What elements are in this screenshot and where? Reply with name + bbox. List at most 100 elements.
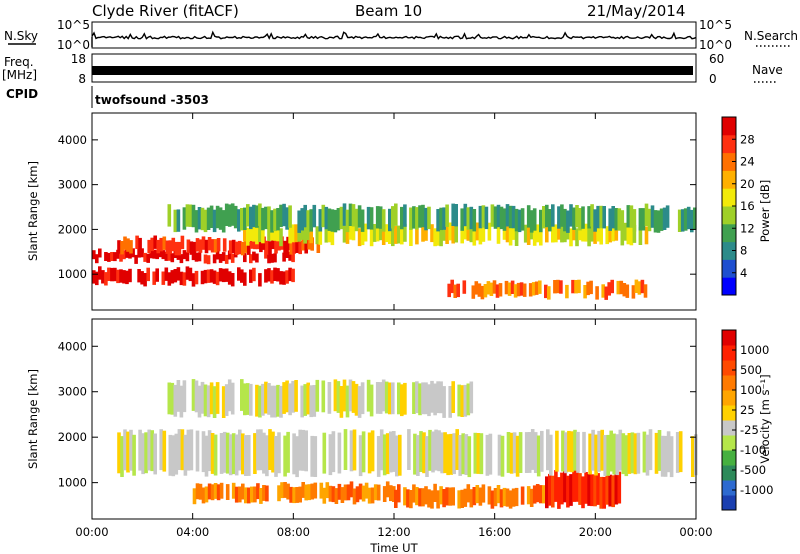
freq-label-line1: Freq. xyxy=(4,55,34,69)
heat-cell xyxy=(616,280,621,295)
heat-cell xyxy=(164,251,169,261)
heat-cell xyxy=(621,433,626,475)
heat-cell xyxy=(276,208,280,231)
heat-cell xyxy=(584,472,588,504)
colorbar-tick-label: 500 xyxy=(740,363,762,377)
heat-cell xyxy=(295,436,299,478)
heat-cell xyxy=(477,283,482,297)
colorbar-segment xyxy=(722,117,736,136)
heat-cell xyxy=(322,487,327,504)
heat-cell xyxy=(107,252,111,262)
heat-cell xyxy=(324,224,329,243)
heat-cell xyxy=(384,224,389,243)
heat-cell xyxy=(324,206,329,230)
heat-cell xyxy=(265,435,269,477)
heat-cell xyxy=(599,476,603,509)
velocity-heatmap xyxy=(117,379,698,509)
heat-cell xyxy=(385,433,390,475)
heat-cell xyxy=(575,205,579,228)
heat-cell xyxy=(328,434,333,476)
heat-cell xyxy=(467,436,472,478)
heat-cell xyxy=(436,381,440,414)
heat-cell xyxy=(475,485,480,504)
heat-cell xyxy=(218,268,223,282)
heat-cell xyxy=(225,432,230,474)
colorbar-tick-label: -100 xyxy=(740,443,766,457)
heat-cell xyxy=(406,489,410,508)
freq-tick-bottom: 8 xyxy=(78,72,86,86)
heat-cell xyxy=(285,207,289,230)
heat-cell xyxy=(463,203,468,227)
heat-cell xyxy=(255,384,259,417)
heat-cell xyxy=(364,482,369,499)
heat-cell xyxy=(466,222,471,241)
heat-cell xyxy=(573,429,577,471)
heat-cell xyxy=(448,386,452,418)
heat-cell xyxy=(388,382,392,415)
heat-cell xyxy=(559,280,563,294)
heat-cell xyxy=(185,204,190,227)
heat-cell xyxy=(409,228,413,246)
heat-cell xyxy=(369,228,374,247)
heat-cell xyxy=(238,429,242,471)
heat-cell xyxy=(128,268,132,283)
heat-cell xyxy=(92,270,96,284)
heat-cell xyxy=(472,487,477,506)
heat-cell xyxy=(469,224,474,243)
heat-cell xyxy=(617,471,622,504)
y-tick-label: 2000 xyxy=(58,430,87,444)
heat-cell xyxy=(291,253,295,263)
heat-cell xyxy=(400,206,404,230)
heat-cell xyxy=(500,435,505,477)
heat-cell xyxy=(496,485,501,504)
heat-cell xyxy=(116,249,120,259)
heat-cell xyxy=(334,488,339,504)
freq-trace xyxy=(92,66,693,75)
heat-cell xyxy=(595,286,599,300)
heat-cell xyxy=(343,484,348,501)
heat-cell xyxy=(349,481,354,498)
heat-cell xyxy=(478,487,483,506)
heat-cell xyxy=(207,430,212,472)
heat-cell xyxy=(345,385,350,418)
heat-cell xyxy=(631,285,636,299)
heat-cell xyxy=(307,236,311,250)
heat-cell xyxy=(448,222,452,241)
heat-cell xyxy=(542,485,546,504)
heat-cell xyxy=(294,224,298,243)
heat-cell xyxy=(560,224,564,243)
heat-cell xyxy=(164,267,169,281)
heat-cell xyxy=(321,380,326,413)
heat-cell xyxy=(471,285,476,299)
heat-cell xyxy=(285,249,289,258)
heat-cell xyxy=(291,380,295,413)
heat-cell xyxy=(660,435,665,477)
heat-cell xyxy=(339,386,344,418)
heat-cell xyxy=(447,283,451,298)
heat-cell xyxy=(407,429,411,470)
heat-cell xyxy=(642,431,647,473)
heat-cell xyxy=(279,271,283,285)
heat-cell xyxy=(352,488,357,505)
heat-cell xyxy=(409,207,413,230)
heat-cell xyxy=(463,221,468,240)
velocity-colorbar: 1000 500 100 25 -25 -100 -500 -1000 xyxy=(721,329,773,511)
heat-cell xyxy=(255,253,259,263)
heat-cell xyxy=(150,237,154,252)
colorbar-segment xyxy=(722,223,736,243)
heat-cell xyxy=(152,249,156,259)
heat-cell xyxy=(690,209,694,233)
heat-cell xyxy=(134,254,138,264)
heat-cell xyxy=(279,385,283,418)
heat-cell xyxy=(292,433,296,475)
heat-cell xyxy=(632,209,637,232)
heat-cell xyxy=(485,434,490,476)
heat-cell xyxy=(348,379,353,412)
heat-cell xyxy=(358,435,363,477)
heat-cell xyxy=(619,280,624,295)
heat-cell xyxy=(171,237,176,252)
heat-cell xyxy=(128,249,132,259)
heat-cell xyxy=(159,429,163,471)
heat-cell xyxy=(499,206,504,230)
heat-cell xyxy=(460,208,464,231)
